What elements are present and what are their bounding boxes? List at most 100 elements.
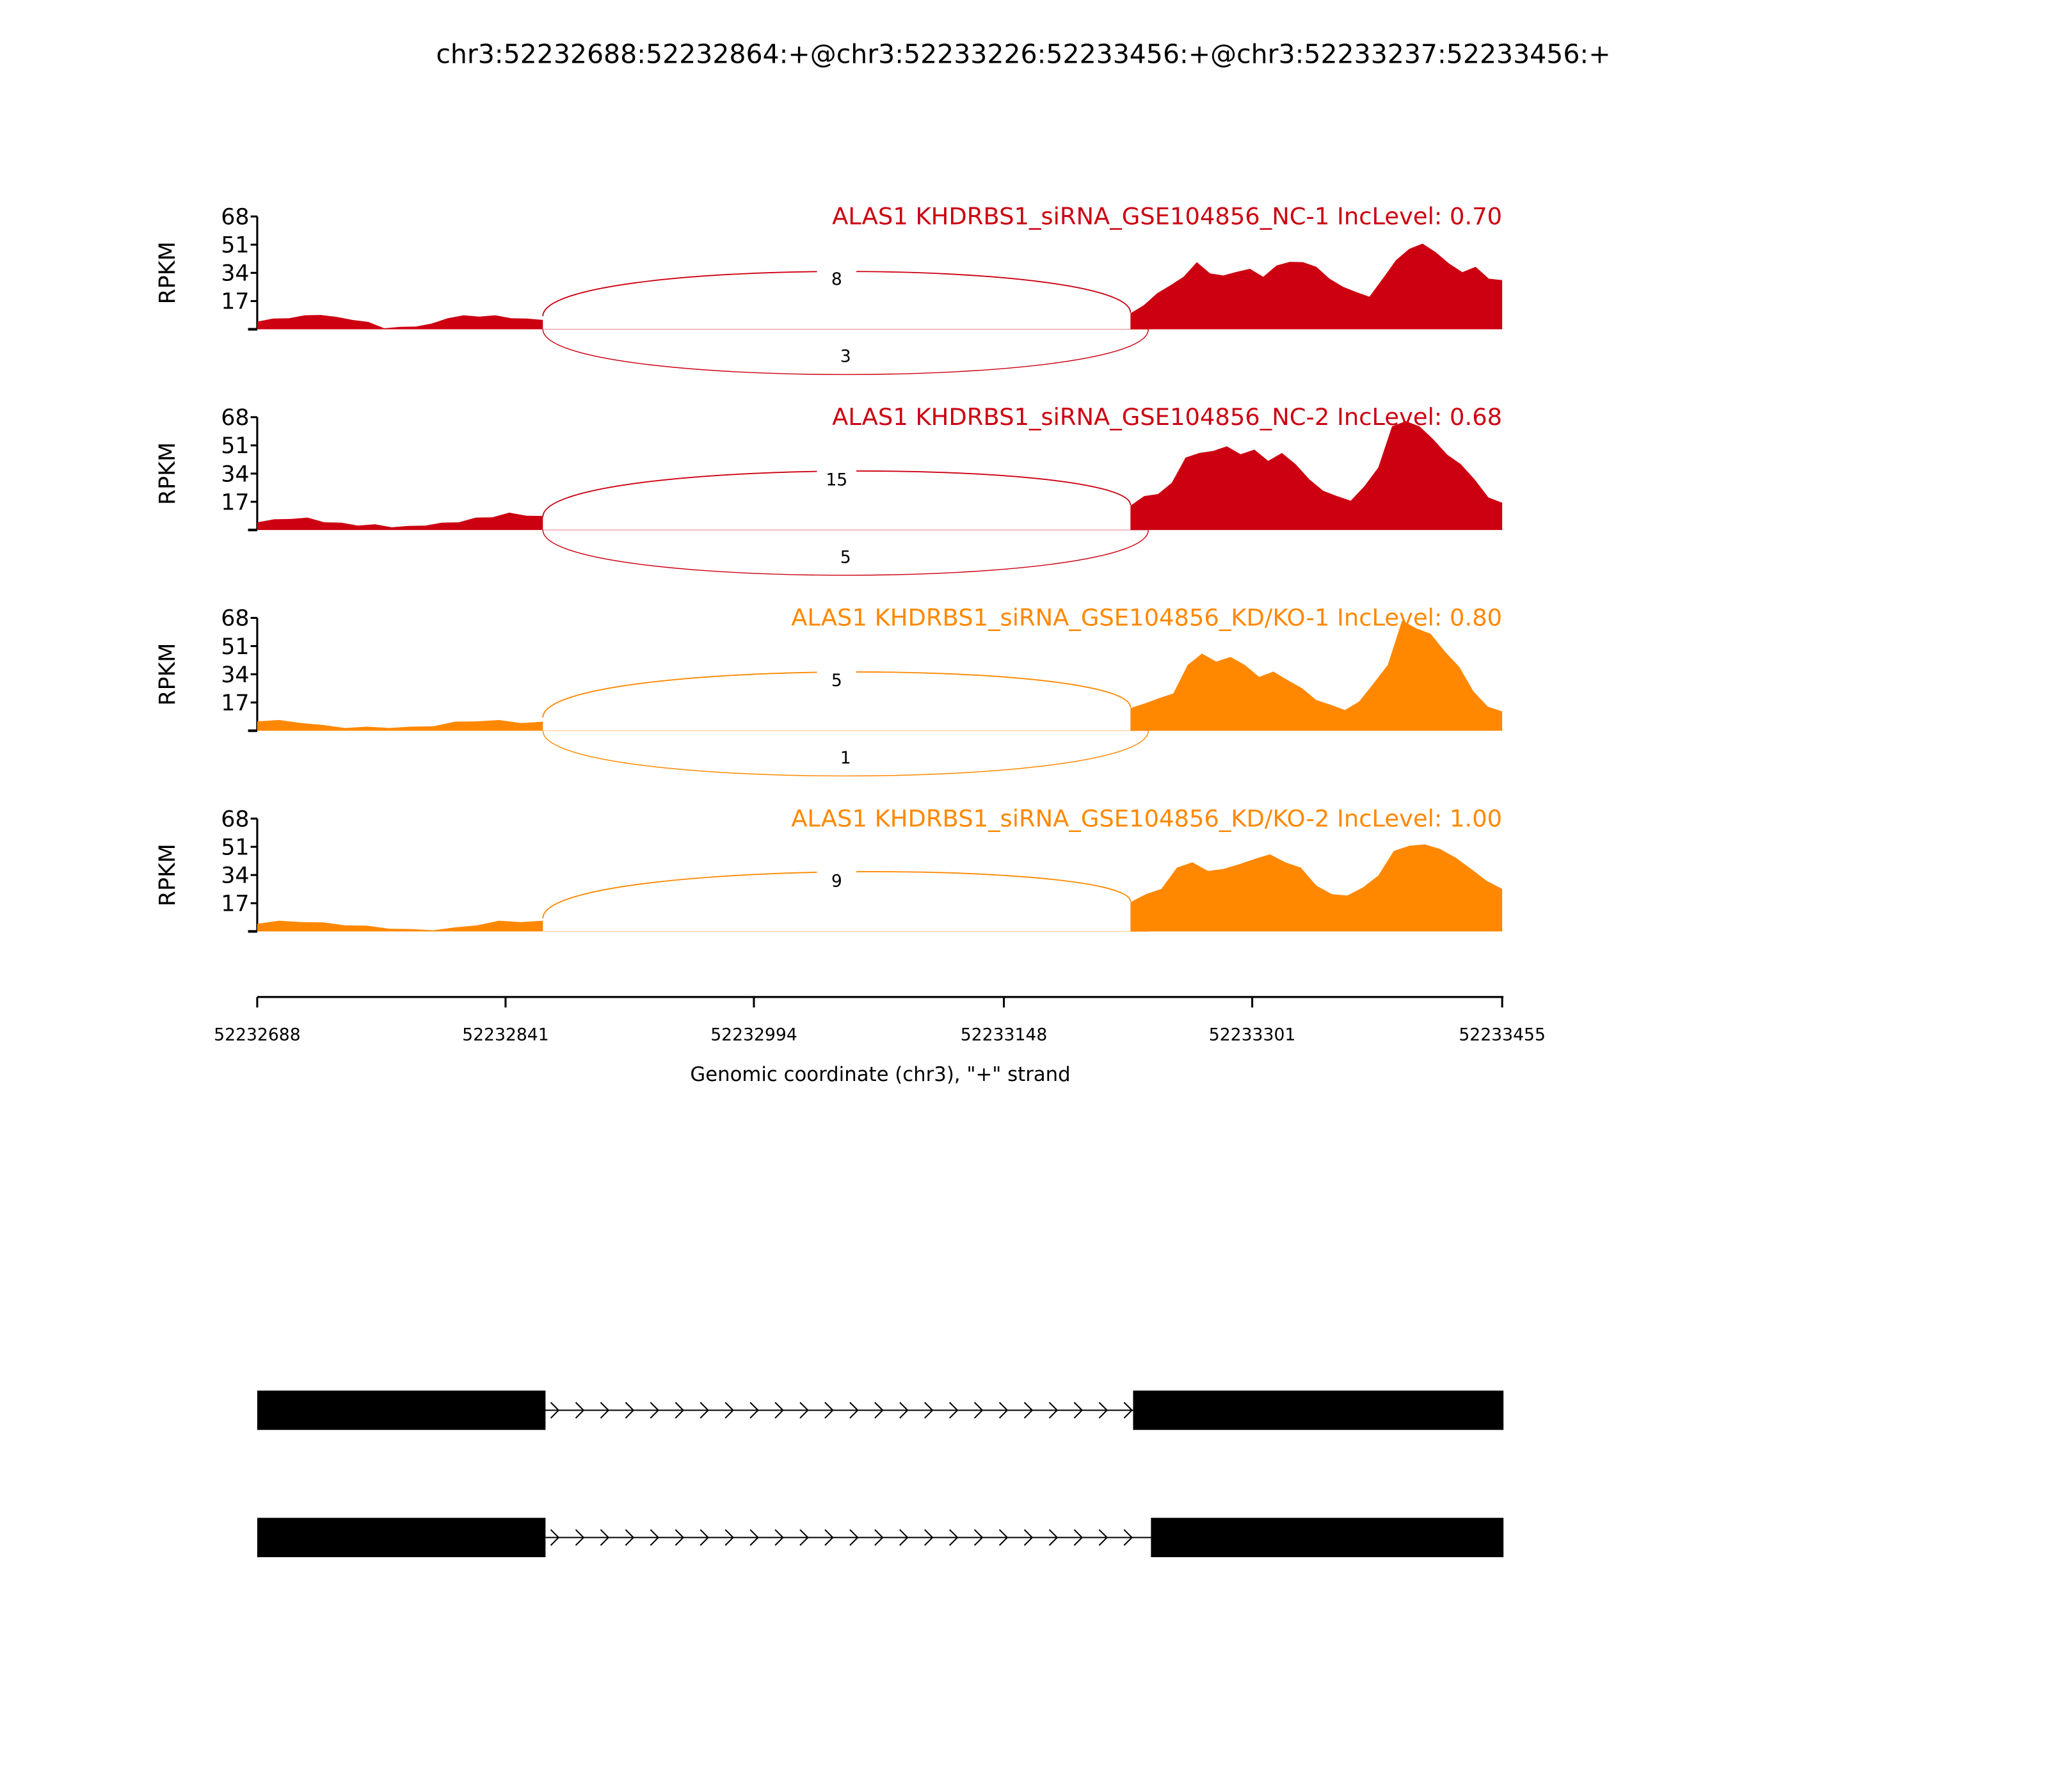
exon-block [257, 1390, 546, 1430]
strand-arrow-icon [1073, 1529, 1084, 1546]
isoform-2 [257, 1517, 1504, 1558]
strand-arrow-icon [998, 1529, 1009, 1546]
strand-arrow-icon [874, 1529, 884, 1546]
y-tick-label: 68 [221, 606, 249, 632]
strand-arrow-icon [774, 1529, 784, 1546]
sample-title: ALAS1 KHDRBS1_siRNA_GSE104856_NC-1 IncLe… [832, 203, 1502, 230]
x-axis-label: Genomic coordinate (chr3), "+" strand [690, 1063, 1070, 1086]
y-axis-label: RPKM [155, 442, 180, 505]
x-tick-label: 52232841 [462, 1025, 549, 1044]
junction-arc-skipping [542, 329, 1149, 375]
x-tick-label: 52232688 [214, 1025, 301, 1044]
chart-title: chr3:52232688:52232864:+@chr3:52233226:5… [436, 38, 1610, 69]
strand-arrow-icon [749, 1529, 759, 1546]
coverage-exon2 [1130, 620, 1503, 731]
strand-arrow-icon [824, 1529, 834, 1546]
junction-arc-skipping [542, 530, 1149, 576]
y-tick-label: 51 [221, 433, 249, 459]
y-tick-label: 17 [221, 892, 249, 917]
strand-arrow-icon [799, 1529, 809, 1546]
exon-block [1133, 1390, 1504, 1430]
junction-label-bg [829, 345, 861, 367]
y-tick-label: 51 [221, 835, 249, 860]
x-tick-label: 52233148 [961, 1025, 1048, 1044]
y-axis-label: RPKM [155, 643, 180, 706]
strand-arrow-icon [625, 1402, 635, 1419]
strand-arrow-icon [700, 1529, 709, 1546]
junction-count-skipping: 3 [840, 347, 851, 367]
junction-count-skipping: 1 [840, 748, 851, 768]
strand-arrow-icon [1123, 1529, 1133, 1546]
y-tick-label: 34 [221, 461, 249, 487]
strand-arrow-icon [625, 1529, 635, 1546]
exon-block [1151, 1517, 1504, 1558]
coverage-exon2 [1130, 243, 1503, 330]
strand-arrow-icon [998, 1402, 1009, 1419]
y-tick-label: 34 [221, 863, 249, 889]
y-tick-label: 68 [221, 806, 249, 832]
strand-arrow-icon [650, 1402, 660, 1419]
sample-title: ALAS1 KHDRBS1_siRNA_GSE104856_KD/KO-1 In… [791, 604, 1502, 632]
coverage-exon1 [257, 920, 543, 932]
junction-label-bg [817, 266, 857, 289]
strand-arrow-icon [799, 1402, 809, 1419]
strand-arrow-icon [849, 1402, 859, 1419]
strand-arrow-icon [1098, 1529, 1108, 1546]
y-tick-label: 34 [221, 261, 249, 287]
strand-arrow-icon [1098, 1402, 1108, 1419]
strand-arrow-icon [874, 1402, 884, 1419]
strand-arrow-icon [675, 1529, 685, 1546]
y-tick-label: 17 [221, 691, 249, 716]
strand-arrow-icon [550, 1402, 560, 1419]
gene-models [257, 1390, 1504, 1558]
strand-arrow-icon [1123, 1402, 1133, 1419]
strand-arrow-icon [575, 1402, 585, 1419]
x-tick-label: 52232994 [710, 1025, 797, 1044]
strand-arrow-icon [948, 1529, 959, 1546]
y-tick-label: 68 [221, 205, 249, 230]
junction-label-bg [829, 545, 861, 568]
coverage-exon1 [257, 315, 543, 330]
y-tick-label: 34 [221, 662, 249, 688]
strand-arrow-icon [600, 1402, 610, 1419]
coverage-exon1 [257, 720, 543, 731]
strand-arrow-icon [575, 1529, 585, 1546]
strand-arrow-icon [899, 1529, 909, 1546]
strand-arrow-icon [724, 1402, 734, 1419]
exon-block [257, 1517, 546, 1558]
strand-arrow-icon [675, 1402, 685, 1419]
strand-arrow-icon [1048, 1402, 1059, 1419]
y-axis-label: RPKM [155, 844, 180, 906]
junction-label-bg [817, 668, 857, 691]
strand-arrow-icon [1073, 1402, 1084, 1419]
y-tick-label: 51 [221, 634, 249, 660]
strand-arrow-icon [899, 1402, 909, 1419]
sample-title: ALAS1 KHDRBS1_siRNA_GSE104856_NC-2 IncLe… [832, 403, 1502, 431]
strand-arrow-icon [1023, 1529, 1034, 1546]
coverage-exon2 [1130, 420, 1503, 531]
coverage-exon1 [257, 513, 543, 531]
strand-arrow-icon [749, 1402, 759, 1419]
junction-arc-skipping [542, 730, 1149, 777]
strand-arrow-icon [700, 1402, 709, 1419]
junction-label-bg [817, 868, 857, 891]
y-tick-label: 68 [221, 405, 249, 431]
strand-arrow-icon [924, 1529, 934, 1546]
coverage-exon2 [1130, 844, 1503, 932]
y-tick-label: 17 [221, 289, 249, 315]
strand-arrow-icon [973, 1529, 984, 1546]
x-tick-label: 52233455 [1459, 1025, 1546, 1044]
junction-count-inclusion: 15 [826, 470, 847, 490]
y-axis-label: RPKM [155, 241, 180, 304]
junction-count-inclusion: 8 [831, 269, 842, 289]
strand-arrow-icon [600, 1529, 610, 1546]
strand-arrow-icon [650, 1529, 660, 1546]
isoform-1 [257, 1390, 1504, 1430]
strand-arrow-icon [973, 1402, 984, 1419]
y-tick-label: 51 [221, 233, 249, 259]
junction-count-inclusion: 9 [831, 872, 842, 892]
x-tick-label: 52233301 [1209, 1025, 1296, 1044]
